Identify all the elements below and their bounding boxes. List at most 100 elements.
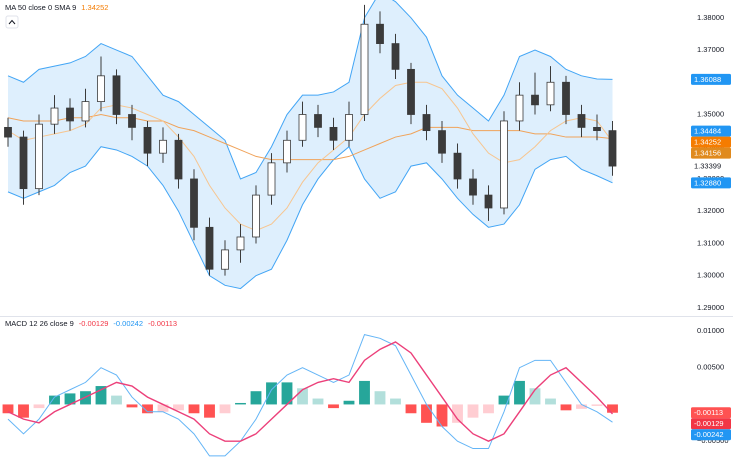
- band-line: [7, 0, 613, 180]
- histogram-bar: [126, 404, 138, 408]
- candle-body: [562, 81, 570, 115]
- legend-value: -0.00129: [78, 319, 109, 328]
- price-badge: [691, 418, 731, 430]
- candle-body: [391, 43, 400, 70]
- histogram-bar: [173, 404, 184, 411]
- histogram-bar: [312, 398, 324, 405]
- ma-line: [7, 113, 613, 161]
- candle-body: [546, 81, 555, 106]
- candle-body: [205, 226, 214, 270]
- legend-title: MA 50 close 0 SMA 9: [5, 3, 77, 12]
- histogram-bar: [235, 402, 246, 405]
- histogram-bar: [188, 404, 200, 414]
- price-badge-label: 1.36088: [694, 75, 721, 84]
- candle-body: [438, 130, 446, 154]
- histogram-bar: [157, 404, 169, 412]
- histogram-bar: [374, 391, 386, 405]
- histogram-bar: [64, 393, 76, 405]
- histogram-bar: [343, 400, 355, 405]
- histogram-bar: [560, 404, 572, 411]
- candle-body: [531, 94, 539, 106]
- y-tick-label: 1.31000: [697, 238, 724, 247]
- histogram-bar: [498, 395, 510, 405]
- histogram-bar: [266, 382, 277, 405]
- collapse-box[interactable]: [5, 15, 19, 29]
- price-badge-label: -0.00113: [694, 408, 723, 417]
- ma-line: [7, 81, 613, 232]
- candle-body: [112, 75, 121, 115]
- histogram-bar: [467, 404, 479, 418]
- candle-body: [608, 130, 617, 167]
- histogram-bar: [405, 404, 417, 414]
- histogram-bar: [514, 380, 525, 405]
- price-badge-label: 1.32880: [694, 178, 721, 187]
- y-tick-label: 1.29000: [697, 303, 724, 312]
- histogram-bar: [607, 404, 618, 413]
- histogram-bar: [281, 382, 293, 405]
- legend-value: -0.00113: [148, 319, 178, 328]
- histogram-bar: [591, 404, 603, 406]
- y-tick-label: 0.01000: [697, 326, 724, 335]
- price-badge-label: 1.34156: [694, 149, 721, 158]
- y-tick-label: −0.00500: [697, 436, 729, 445]
- histogram-bar: [436, 404, 448, 427]
- y-tick-label: 1.32000: [697, 206, 724, 215]
- macd-line: [7, 341, 614, 442]
- histogram-bar: [452, 404, 463, 423]
- band-fill: [8, 0, 613, 289]
- candle-body: [500, 120, 508, 209]
- price-badge: [691, 147, 731, 159]
- price-badge-label: 1.34252: [694, 138, 721, 147]
- histogram-bar: [142, 404, 153, 414]
- price-badge-label: 1.33399: [694, 162, 721, 171]
- histogram-bar: [18, 404, 29, 418]
- candle-body: [174, 139, 183, 180]
- candle-body: [422, 114, 431, 132]
- histogram-bar: [297, 388, 308, 405]
- collapse-button[interactable]: [5, 15, 19, 29]
- y-tick-label: 1.37000: [697, 45, 724, 54]
- histogram-bar: [529, 388, 541, 405]
- candle-body: [469, 178, 477, 196]
- candle-body: [453, 152, 462, 180]
- price-legend: MA 50 close 0 SMA 9 1.34252: [5, 3, 113, 12]
- price-badge: [691, 429, 731, 441]
- y-tick-label: 1.38000: [697, 13, 724, 22]
- candle-body: [143, 126, 152, 154]
- y-tick-label: 1.35000: [697, 109, 724, 118]
- collapse-icon[interactable]: [8, 19, 16, 25]
- candle-body: [515, 94, 524, 122]
- price-badge-label: -0.00242: [694, 430, 724, 439]
- macd-legend: MACD 12 26 close 9 -0.00129 -0.00242 -0.001…: [5, 319, 182, 328]
- candle-body: [19, 136, 28, 190]
- histogram-bar: [111, 395, 122, 405]
- histogram-bar: [390, 398, 401, 405]
- histogram-bar: [49, 395, 60, 405]
- candle-body: [345, 114, 353, 141]
- histogram-bar: [328, 404, 339, 409]
- price-badge-label: -0.00129: [694, 419, 724, 428]
- candle-body: [314, 114, 322, 128]
- y-tick-label: 1.30000: [697, 271, 724, 280]
- histogram-bar: [2, 404, 14, 414]
- price-badges: -0.00113 -0.00129 -0.00242: [691, 407, 731, 441]
- candle-body: [593, 126, 601, 132]
- histogram-bar: [204, 404, 215, 418]
- candle-body: [4, 126, 12, 138]
- macd-line: [7, 334, 613, 457]
- band-line: [7, 145, 613, 290]
- candle-body: [376, 23, 384, 44]
- candle-body: [221, 249, 229, 270]
- candle-body: [66, 107, 74, 122]
- candle-body: [236, 236, 245, 251]
- candle-body: [81, 101, 90, 122]
- y-tick-label: 0.00500: [697, 363, 724, 372]
- candle-body: [484, 194, 493, 209]
- legend-title: MACD 12 26 close 9: [5, 319, 74, 328]
- candle-body: [252, 194, 260, 238]
- histogram-bar: [250, 391, 262, 405]
- price-badge: [691, 177, 731, 189]
- price-badge: [691, 407, 731, 419]
